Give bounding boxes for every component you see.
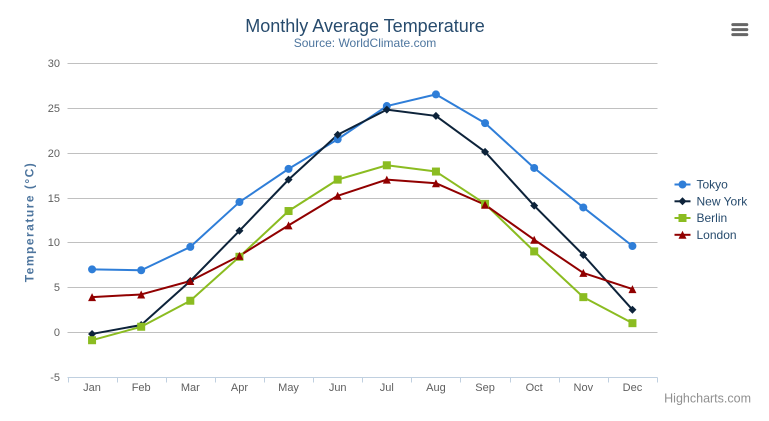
svg-text:Dec: Dec <box>623 382 643 394</box>
svg-text:Jun: Jun <box>329 382 347 394</box>
svg-text:Feb: Feb <box>132 382 151 394</box>
svg-text:Jan: Jan <box>83 382 101 394</box>
svg-text:Berlin: Berlin <box>697 211 728 225</box>
svg-text:Monthly Average Temperature: Monthly Average Temperature <box>245 16 484 36</box>
svg-text:-5: -5 <box>50 372 60 384</box>
svg-text:5: 5 <box>54 282 60 294</box>
svg-text:Sep: Sep <box>475 382 495 394</box>
svg-text:Oct: Oct <box>526 382 543 394</box>
svg-text:Tokyo: Tokyo <box>697 178 729 192</box>
svg-text:15: 15 <box>48 193 60 205</box>
svg-text:Jul: Jul <box>380 382 394 394</box>
svg-text:10: 10 <box>48 237 60 249</box>
svg-text:30: 30 <box>48 58 60 70</box>
svg-text:25: 25 <box>48 103 60 115</box>
svg-text:Nov: Nov <box>574 382 594 394</box>
svg-text:Apr: Apr <box>231 382 248 394</box>
svg-text:Source: WorldClimate.com: Source: WorldClimate.com <box>294 36 437 50</box>
svg-text:New York: New York <box>697 194 749 208</box>
svg-text:Aug: Aug <box>426 382 446 394</box>
svg-text:Mar: Mar <box>181 382 200 394</box>
svg-text:Highcharts.com: Highcharts.com <box>664 392 751 406</box>
svg-text:20: 20 <box>48 148 60 160</box>
svg-text:London: London <box>697 228 737 242</box>
svg-text:Temperature (°C): Temperature (°C) <box>23 162 37 283</box>
svg-text:May: May <box>278 382 299 394</box>
svg-text:0: 0 <box>54 327 60 339</box>
